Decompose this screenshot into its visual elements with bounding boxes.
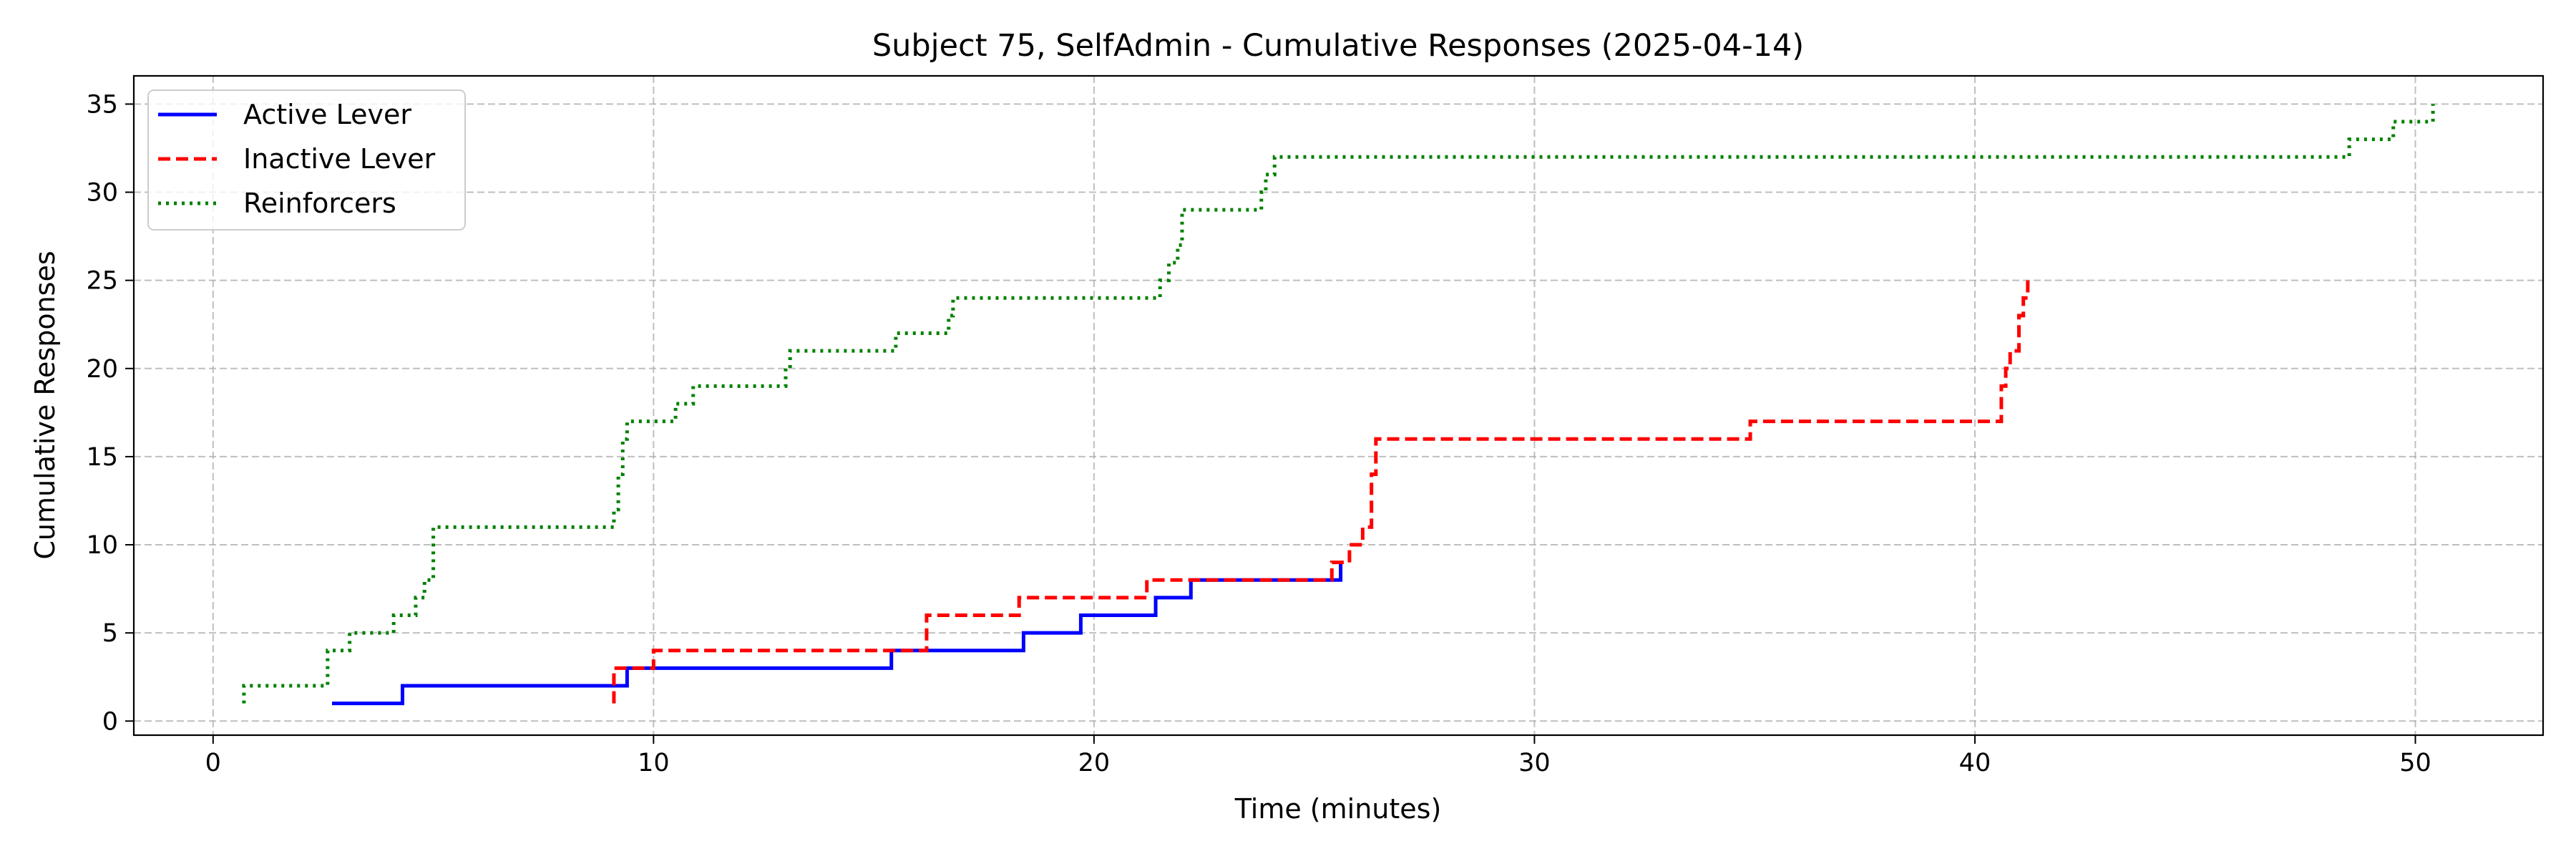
y-tick-label: 10 — [86, 531, 118, 560]
series-line-inactive-lever — [612, 280, 2030, 704]
plot-lines — [242, 104, 2435, 706]
y-tick-label: 0 — [102, 707, 118, 736]
x-tick-label: 20 — [1078, 749, 1111, 777]
legend-label: Inactive Lever — [243, 143, 436, 175]
x-tick-label: 50 — [2399, 749, 2431, 777]
x-tick-label: 10 — [638, 749, 670, 777]
plot-frame — [132, 74, 2545, 737]
y-tick-label: 15 — [86, 443, 118, 472]
x-axis-label: Time (minutes) — [1234, 793, 1442, 825]
x-tick-label: 40 — [1959, 749, 1991, 777]
y-tick-label: 30 — [86, 179, 118, 208]
y-tick-label: 25 — [86, 267, 118, 296]
x-tick-label: 30 — [1518, 749, 1551, 777]
y-axis-ticks: 0 5 10 15 20 25 30 35 — [86, 90, 134, 736]
legend: Active Lever Inactive Lever Reinforcers — [147, 89, 466, 230]
legend-label: Active Lever — [243, 99, 411, 130]
y-tick-label: 20 — [86, 355, 118, 384]
y-axis-label: Cumulative Responses — [29, 251, 61, 559]
series-line-active-lever — [331, 562, 1343, 706]
x-tick-label: 0 — [205, 749, 221, 777]
legend-box — [147, 89, 466, 230]
y-tick-label: 5 — [102, 619, 118, 648]
series-line-reinforcers — [242, 104, 2435, 704]
legend-label: Reinforcers — [243, 188, 396, 219]
chart-title: Subject 75, SelfAdmin - Cumulative Respo… — [872, 28, 1804, 64]
y-tick-label: 35 — [86, 90, 118, 119]
grid — [134, 76, 2543, 735]
x-axis-ticks: 0 10 20 30 40 50 — [205, 735, 2431, 777]
